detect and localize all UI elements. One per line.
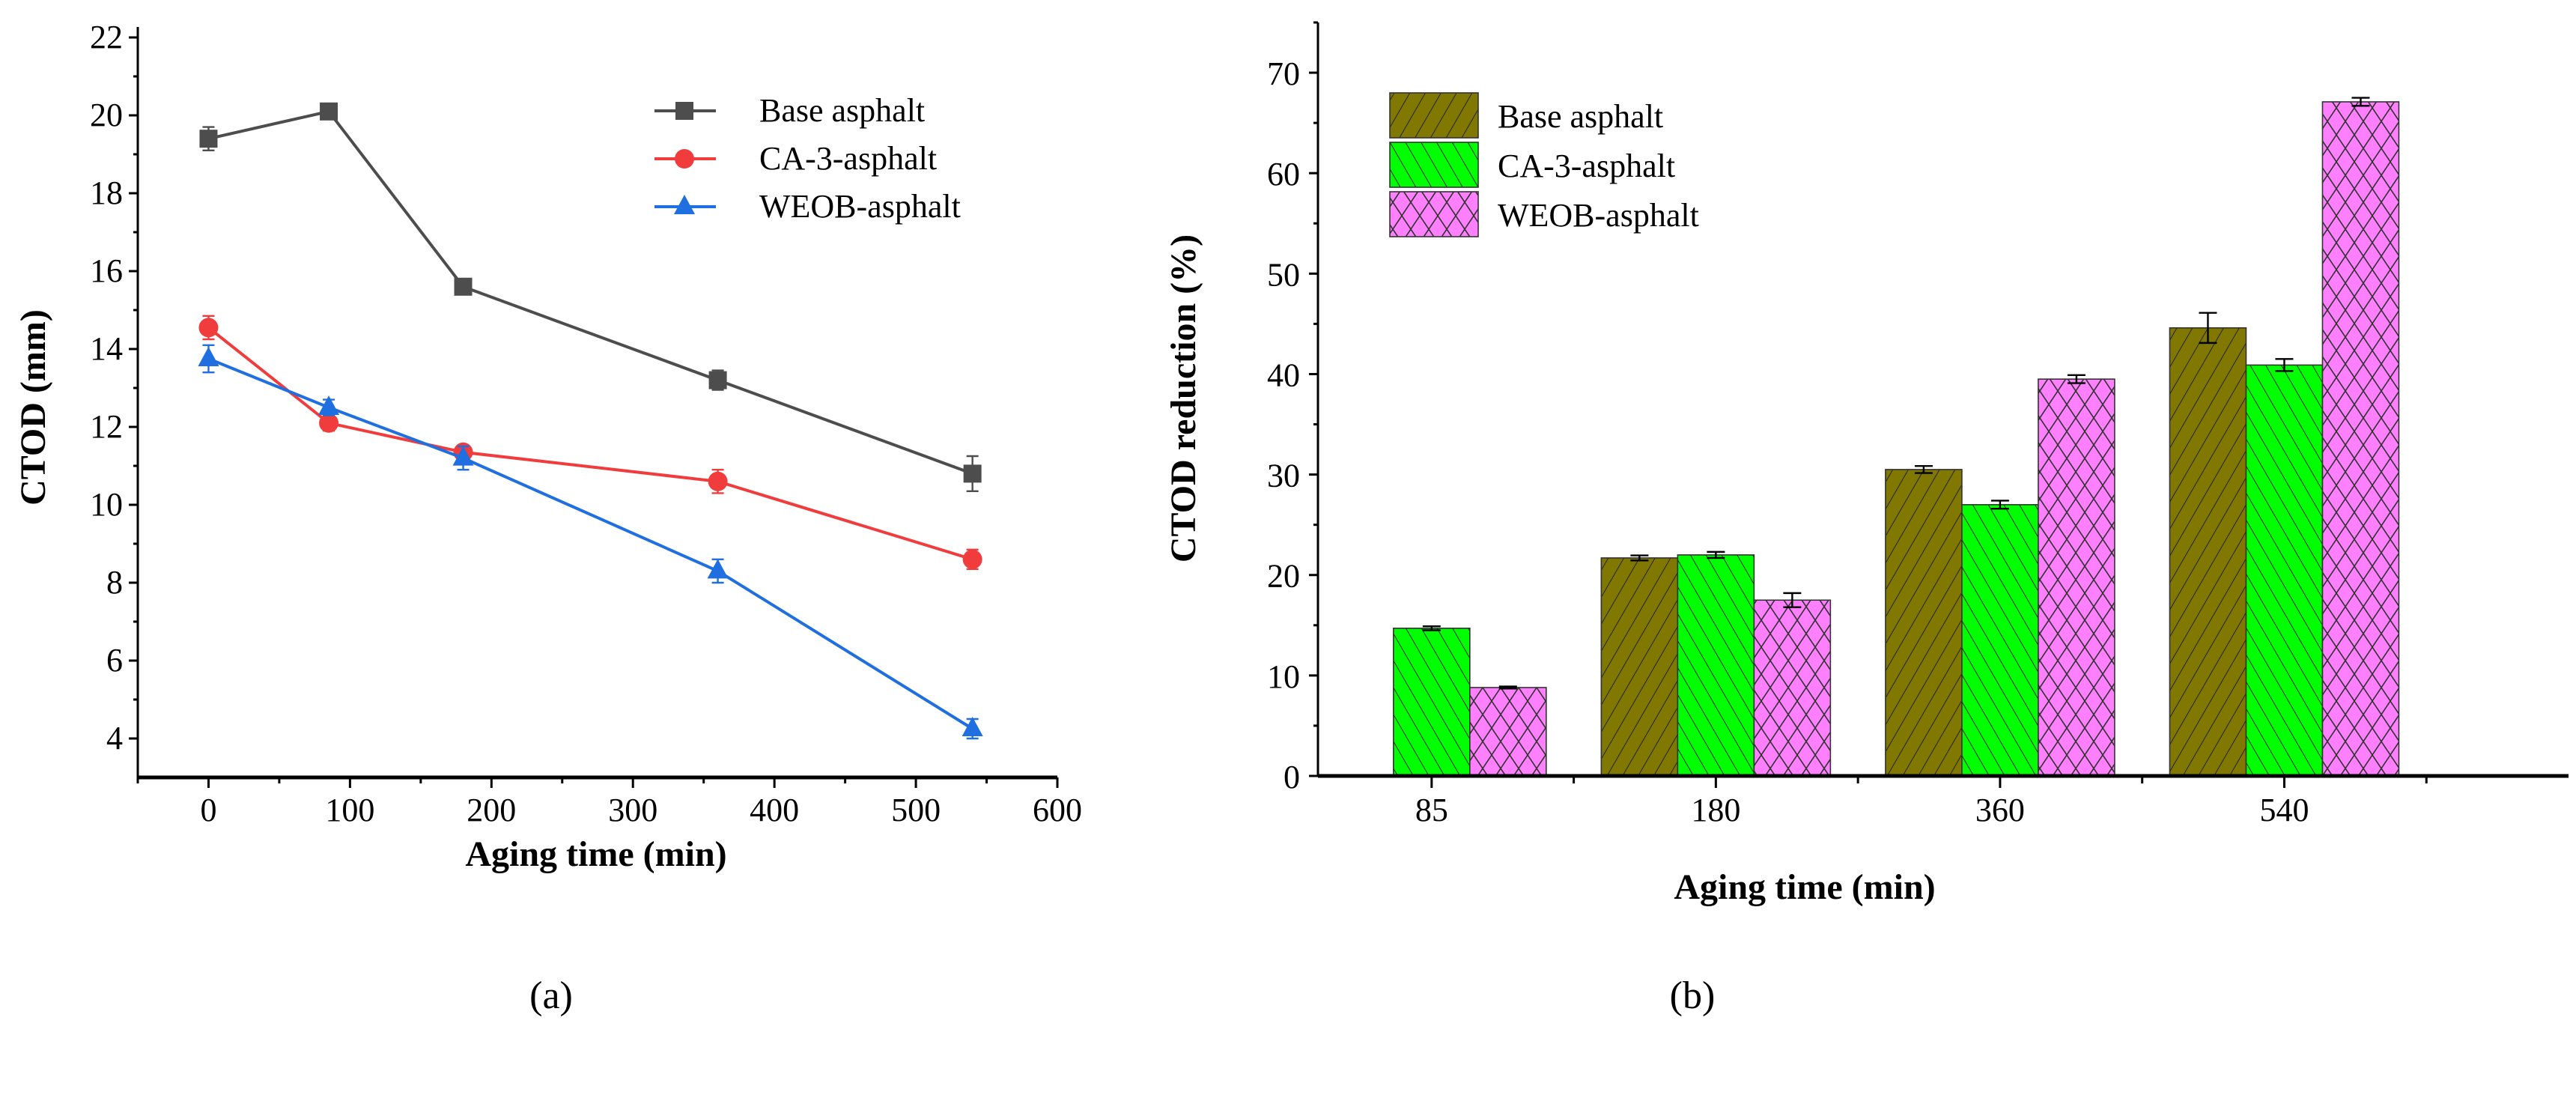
error-bar (1914, 464, 1933, 474)
legend-marker (675, 102, 693, 120)
bar (1600, 557, 1679, 777)
error-bar (1783, 592, 1802, 608)
error-bar (1630, 554, 1649, 562)
chart-a-ylabel: CTOD (mm) (13, 309, 53, 506)
error-bar (1498, 685, 1517, 690)
data-point (454, 277, 473, 296)
x-tick-label: 100 (325, 792, 374, 828)
bar (2169, 327, 2247, 777)
chart-a-xlabel: Aging time (min) (465, 834, 726, 874)
series-weob-asphalt (198, 344, 983, 740)
data-point (708, 371, 727, 389)
error-bar (1990, 500, 2009, 510)
series-base-asphalt (1600, 312, 2247, 777)
data-point (963, 464, 982, 483)
data-point (198, 318, 219, 338)
y-tick-label: 16 (90, 252, 123, 289)
chart-b-panel-label: (b) (1670, 974, 1716, 1017)
y-tick-label: 10 (1267, 658, 1300, 695)
x-tick-label: 540 (2259, 792, 2309, 828)
series-ca-3-asphalt (198, 315, 982, 570)
legend-swatch (1389, 191, 1479, 237)
y-tick-label: 20 (90, 97, 123, 133)
bar (2321, 101, 2400, 777)
error-bar (1707, 550, 1725, 559)
legend-label: Base asphalt (759, 92, 925, 129)
data-point (452, 446, 474, 466)
x-tick-label: 400 (750, 792, 799, 828)
legend-swatch (1389, 92, 1479, 139)
series-line (207, 326, 973, 561)
bar (1753, 599, 1832, 777)
data-point (708, 471, 728, 491)
chart-b-ylabel: CTOD reduction (%) (1164, 234, 1203, 562)
y-tick-label: 12 (90, 408, 123, 445)
y-tick-label: 40 (1267, 357, 1300, 393)
chart-b: Base asphalt CA-3-asphalt WEOB-asphalt 0 10 2… (1267, 21, 2569, 828)
x-tick-label: 180 (1691, 792, 1740, 828)
data-point (319, 413, 339, 433)
chart-a: 4 6 8 10 12 14 16 18 20 22 0 100 200 300 400 500 600 Base… (90, 19, 1082, 828)
legend-label: CA-3-asphalt (759, 140, 937, 177)
error-bar (2351, 97, 2370, 107)
legend-label: WEOB-asphalt (759, 188, 961, 225)
y-tick-label: 60 (1267, 156, 1300, 192)
y-tick-label: 22 (90, 19, 123, 55)
chart-a-panel-label: (a) (529, 974, 573, 1017)
error-bar (2199, 312, 2217, 345)
y-tick-label: 10 (90, 486, 123, 523)
y-tick-label: 70 (1267, 55, 1300, 92)
bar (1885, 469, 1963, 777)
legend-label: CA-3-asphalt (1498, 148, 1675, 184)
error-bar (2067, 374, 2086, 384)
series-ca-3-asphalt (1393, 358, 2324, 777)
data-point (320, 102, 338, 121)
legend-marker (674, 195, 695, 214)
legend-swatch (1389, 142, 1479, 188)
x-tick-label: 0 (200, 792, 216, 828)
bar (1677, 554, 1755, 777)
y-tick-label: 14 (90, 330, 123, 367)
y-tick-label: 50 (1267, 256, 1300, 293)
x-tick-label: 85 (1415, 792, 1448, 828)
chart-b-xlabel: Aging time (min) (1674, 867, 1935, 907)
bar (2245, 364, 2324, 777)
bar (1961, 504, 2039, 777)
series-weob-asphalt (1469, 97, 2400, 777)
bar (1469, 687, 1547, 777)
x-tick-label: 360 (1975, 792, 2025, 828)
data-point (962, 717, 983, 736)
y-tick-label: 0 (1284, 759, 1300, 795)
series-base-asphalt (199, 102, 982, 492)
x-tick-label: 200 (467, 792, 516, 828)
data-point (198, 347, 219, 366)
legend-label: WEOB-asphalt (1498, 197, 1699, 234)
x-tick-label: 500 (891, 792, 941, 828)
error-bar (2275, 358, 2294, 372)
legend-marker (675, 149, 694, 169)
error-bar (1422, 625, 1441, 631)
x-tick-label: 300 (608, 792, 657, 828)
y-tick-label: 30 (1267, 458, 1300, 494)
y-tick-label: 6 (106, 642, 123, 679)
data-point (318, 395, 340, 415)
y-tick-label: 4 (106, 720, 123, 756)
y-tick-label: 8 (106, 564, 123, 601)
data-point (199, 130, 218, 148)
x-tick-label: 600 (1033, 792, 1082, 828)
bar (2038, 378, 2115, 777)
y-tick-label: 20 (1267, 558, 1300, 595)
data-point (707, 559, 729, 579)
legend-label: Base asphalt (1498, 98, 1663, 135)
data-point (962, 549, 982, 569)
bar (1393, 628, 1471, 777)
y-tick-label: 18 (90, 175, 123, 211)
